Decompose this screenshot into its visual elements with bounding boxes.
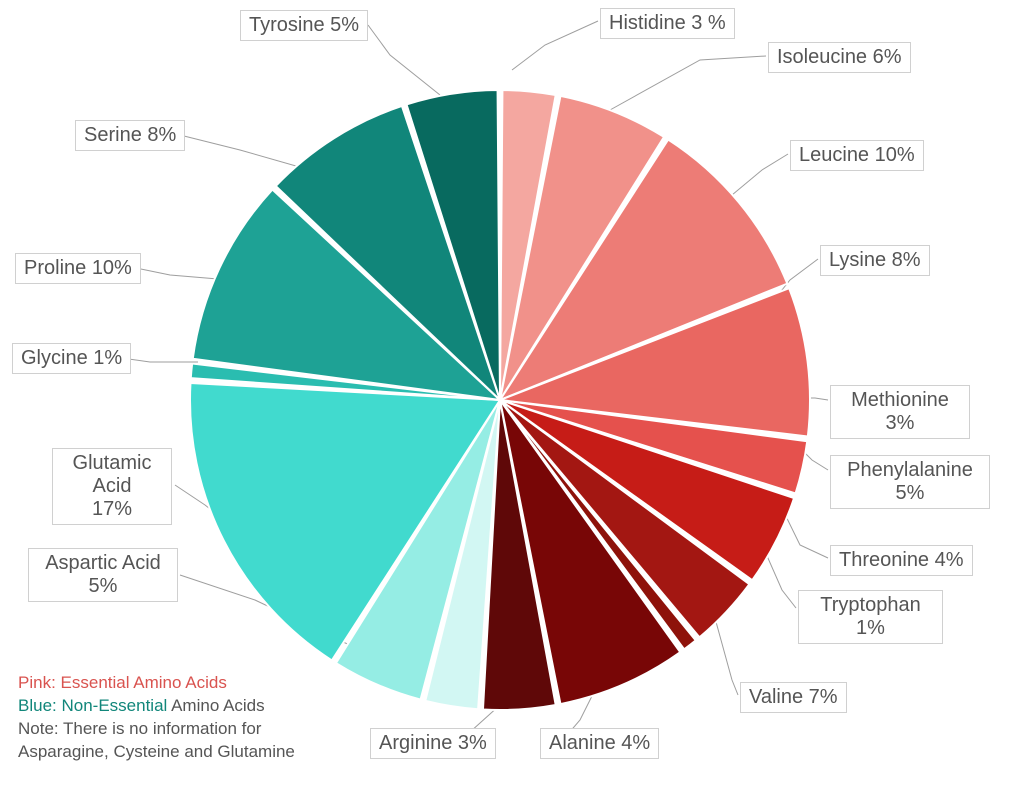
legend-nonessential-text-a: Non-Essential [57,696,168,715]
legend-nonessential: Blue: Non-Essential Amino Acids [18,695,295,718]
legend-essential-text: Essential Amino Acids [56,673,227,692]
leader-glycine [122,358,198,362]
label-leucine: Leucine 10% [790,140,924,171]
amino-acid-pie-chart: Histidine 3 % Isoleucine 6% Leucine 10% Lys… [0,0,1024,790]
legend-note-2: Asparagine, Cysteine and Glutamine [18,741,295,764]
label-isoleucine: Isoleucine 6% [768,42,911,73]
label-arginine: Arginine 3% [370,728,496,759]
leader-isoleucine [610,56,766,110]
label-histidine: Histidine 3 % [600,8,735,39]
label-proline: Proline 10% [15,253,141,284]
legend: Pink: Essential Amino Acids Blue: Non-Es… [18,672,295,764]
leader-tyrosine [368,25,440,95]
label-tryptophan: Tryptophan1% [798,590,943,644]
leader-histidine [512,21,598,70]
legend-nonessential-prefix: Blue: [18,696,57,715]
legend-essential-prefix: Pink: [18,673,56,692]
legend-nonessential-text-b: Amino Acids [167,696,264,715]
legend-note-1: Note: There is no information for [18,718,295,741]
label-phenylalanine: Phenylalanine5% [830,455,990,509]
label-serine: Serine 8% [75,120,185,151]
label-glutamic-acid: Glutamic Acid17% [52,448,172,525]
label-tyrosine: Tyrosine 5% [240,10,368,41]
label-threonine: Threonine 4% [830,545,973,576]
legend-essential: Pink: Essential Amino Acids [18,672,295,695]
label-valine: Valine 7% [740,682,847,713]
label-alanine: Alanine 4% [540,728,659,759]
label-aspartic-acid: Aspartic Acid5% [28,548,178,602]
label-lysine: Lysine 8% [820,245,930,276]
leader-serine [180,135,310,170]
label-methionine: Methionine3% [830,385,970,439]
label-glycine: Glycine 1% [12,343,131,374]
